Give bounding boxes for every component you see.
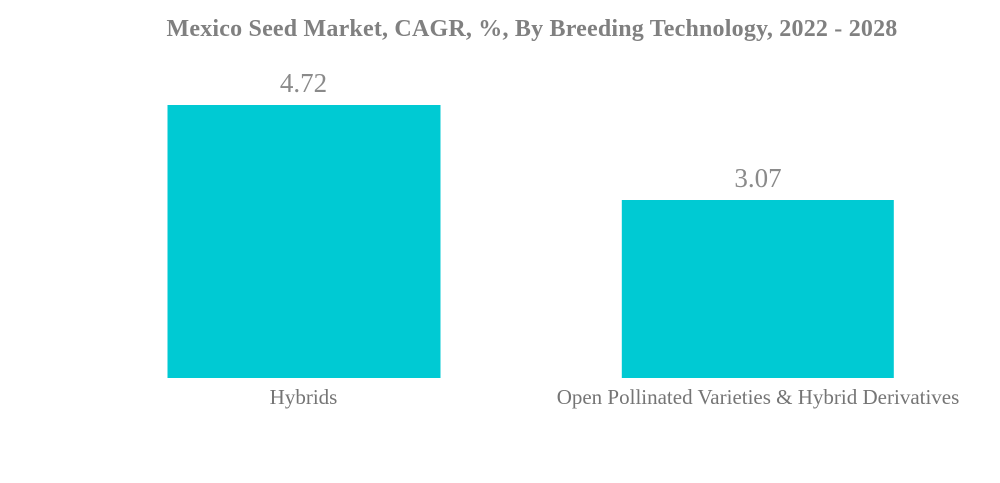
bar-open-pollinated	[621, 200, 895, 378]
value-label-hybrids: 4.72	[279, 68, 328, 98]
bar-group-open-pollinated: 3.07 Open Pollinated Varieties & Hybrid …	[531, 0, 985, 483]
category-label-open-pollinated: Open Pollinated Varieties & Hybrid Deriv…	[556, 385, 960, 409]
value-label-open-pollinated: 3.07	[734, 163, 782, 193]
category-label-hybrids: Hybrids	[269, 385, 338, 409]
chart-title: Mexico Seed Market, CAGR, %, By Breeding…	[166, 16, 898, 42]
bar-hybrids	[167, 105, 440, 378]
bar-group-hybrids: 4.72 Hybrids	[76, 0, 531, 483]
